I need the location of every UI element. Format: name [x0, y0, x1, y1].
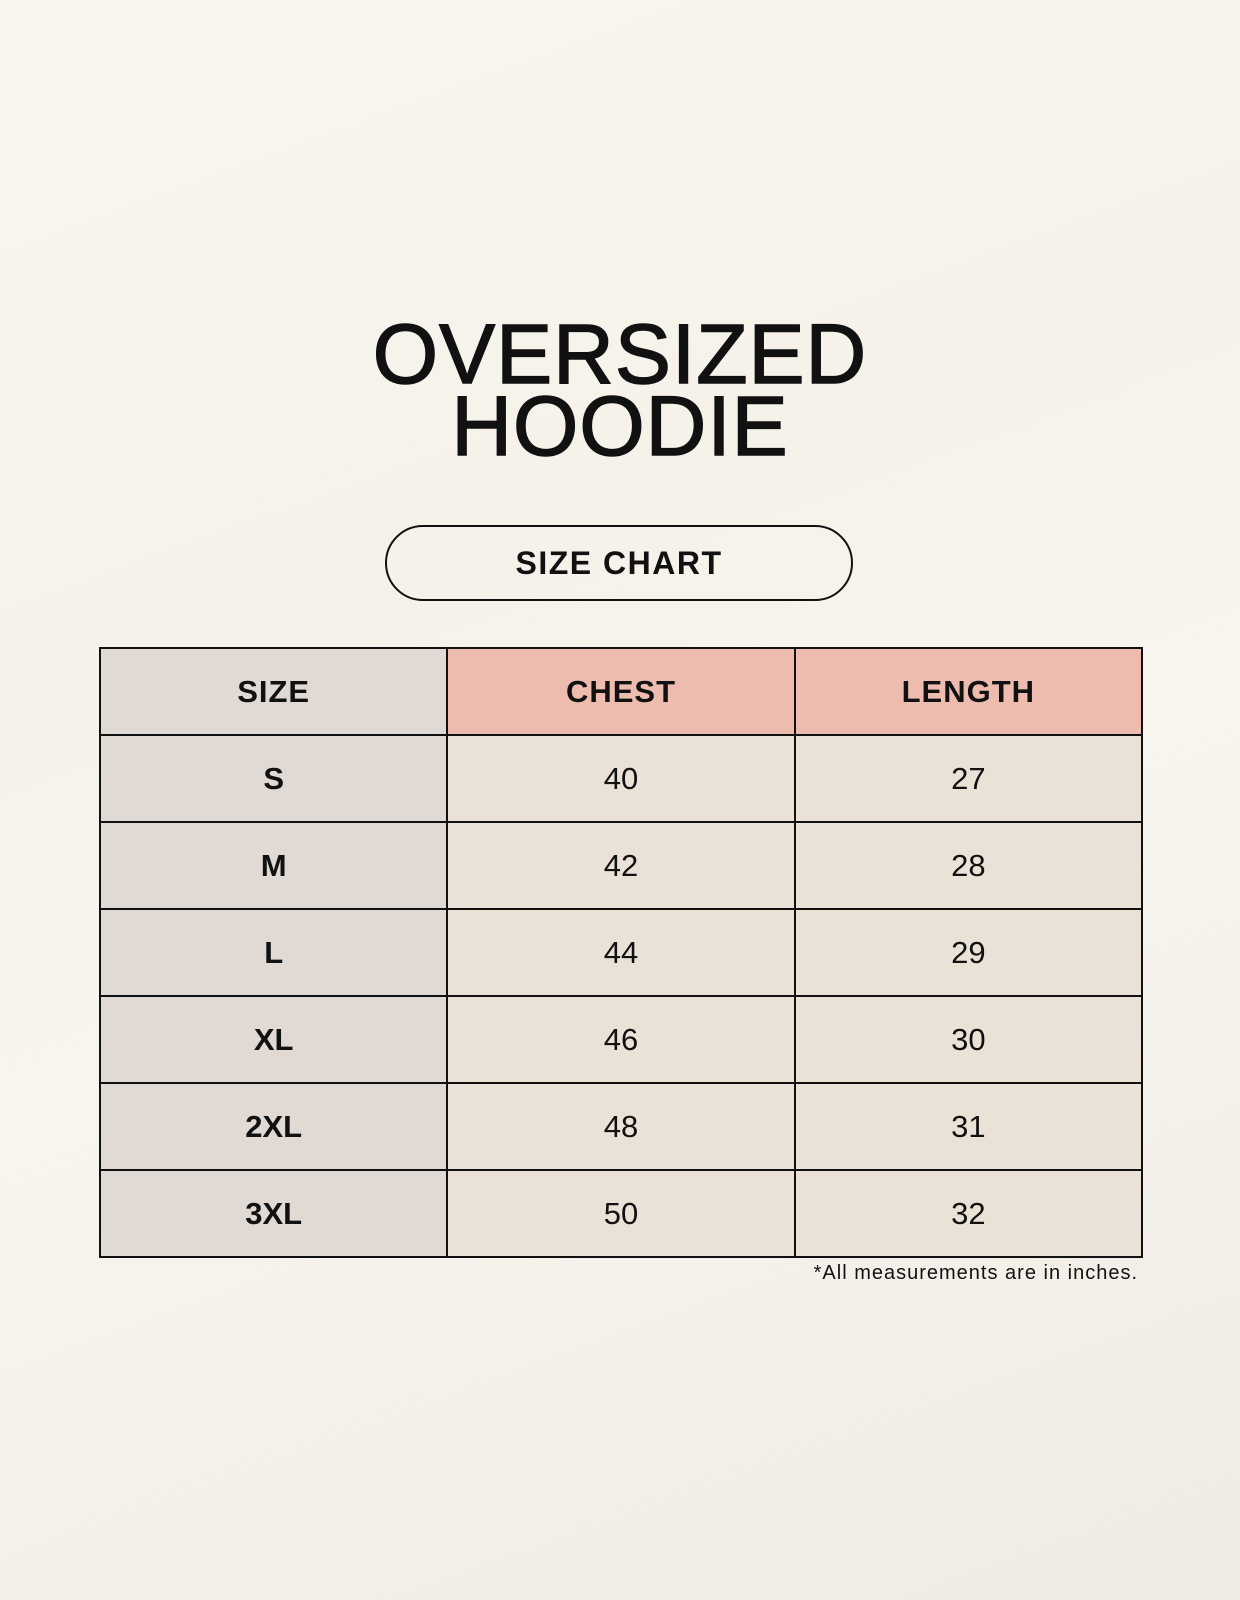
- cell-size: S: [98, 734, 449, 823]
- table-row: L 44 29: [98, 908, 1144, 997]
- cell-chest: 46: [446, 995, 796, 1084]
- table-row: S 40 27: [98, 734, 1144, 823]
- cell-size: XL: [98, 995, 449, 1084]
- cell-chest: 48: [446, 1082, 796, 1171]
- size-table: SIZE CHEST LENGTH S 40 27 M 42 28 L 44 29 XL 46 30 2…: [98, 647, 1144, 1258]
- page-title: OVERSIZED HOODIE: [0, 307, 1240, 473]
- cell-length: 30: [793, 995, 1144, 1084]
- table-row: M 42 28: [98, 821, 1144, 910]
- header-size: SIZE: [98, 647, 449, 736]
- size-chart-badge: SIZE CHART: [385, 525, 853, 601]
- table-row: XL 46 30: [98, 995, 1144, 1084]
- cell-length: 29: [793, 908, 1144, 997]
- cell-chest: 44: [446, 908, 796, 997]
- cell-size: 2XL: [98, 1082, 449, 1171]
- cell-length: 27: [793, 734, 1144, 823]
- cell-length: 31: [793, 1082, 1144, 1171]
- header-length: LENGTH: [793, 647, 1144, 736]
- table-row: 2XL 48 31: [98, 1082, 1144, 1171]
- cell-chest: 50: [446, 1169, 796, 1258]
- cell-size: L: [98, 908, 449, 997]
- cell-size: 3XL: [98, 1169, 449, 1258]
- cell-length: 32: [793, 1169, 1144, 1258]
- footnote: *All measurements are in inches.: [813, 1262, 1138, 1284]
- table-row: 3XL 50 32: [98, 1169, 1144, 1258]
- title-line-1: OVERSIZED: [372, 307, 868, 401]
- title-line-2: HOODIE: [451, 379, 789, 473]
- cell-length: 28: [793, 821, 1144, 910]
- table-header-row: SIZE CHEST LENGTH: [98, 647, 1144, 736]
- header-chest: CHEST: [446, 647, 796, 736]
- cell-chest: 42: [446, 821, 796, 910]
- cell-chest: 40: [446, 734, 796, 823]
- cell-size: M: [98, 821, 449, 910]
